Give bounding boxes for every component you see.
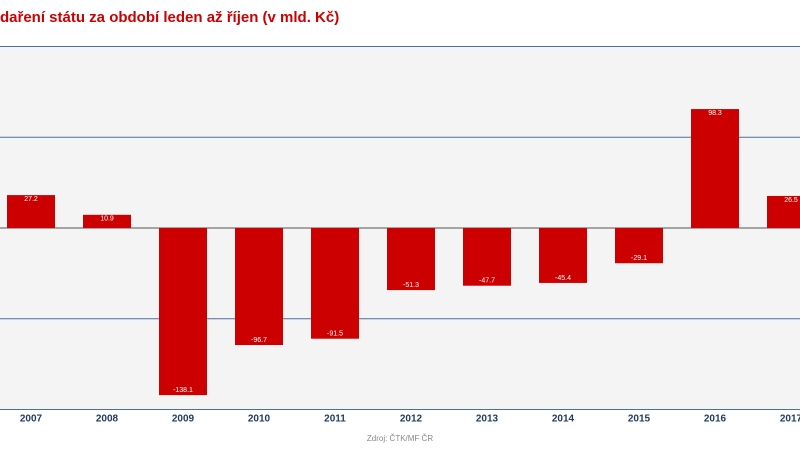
- value-label: 27.2: [24, 196, 38, 203]
- x-tick-label: 2007: [20, 414, 43, 425]
- bar: [83, 214, 131, 228]
- source: Zdroj: ČTK/MF ČR: [367, 434, 433, 443]
- bar: [615, 228, 663, 264]
- x-tick-label: 2009: [172, 414, 195, 425]
- value-label: 26.5: [784, 197, 798, 204]
- x-tick-label: 2016: [704, 414, 727, 425]
- x-tick-label: 2013: [476, 414, 499, 425]
- value-label: -47.7: [479, 278, 495, 285]
- bar: [7, 195, 55, 228]
- bar: [235, 228, 283, 346]
- bar: [767, 195, 800, 228]
- x-tick-label: 2014: [552, 414, 575, 425]
- value-label: -45.4: [555, 275, 571, 282]
- x-tick-label: 2010: [248, 414, 271, 425]
- value-label: -138.1: [173, 387, 193, 394]
- value-label: 10.9: [100, 216, 114, 223]
- chart-title: daření státu za období leden až říjen (v…: [0, 9, 339, 26]
- value-label: -29.1: [631, 255, 647, 262]
- value-label: -51.3: [403, 282, 419, 289]
- x-tick-label: 2008: [96, 414, 119, 425]
- value-label: 98.3: [708, 110, 722, 117]
- x-tick-label: 2017: [780, 414, 800, 425]
- bar: [463, 228, 511, 286]
- x-tick-label: 2012: [400, 414, 423, 425]
- x-tick-label: 2015: [628, 414, 651, 425]
- value-label: -91.5: [327, 331, 343, 338]
- bar: [311, 228, 359, 339]
- bar: [691, 109, 739, 228]
- value-label: -96.7: [251, 337, 267, 344]
- x-tick-label: 2011: [324, 414, 346, 425]
- bar: [387, 228, 435, 291]
- bar: [159, 228, 207, 396]
- bar: [539, 228, 587, 283]
